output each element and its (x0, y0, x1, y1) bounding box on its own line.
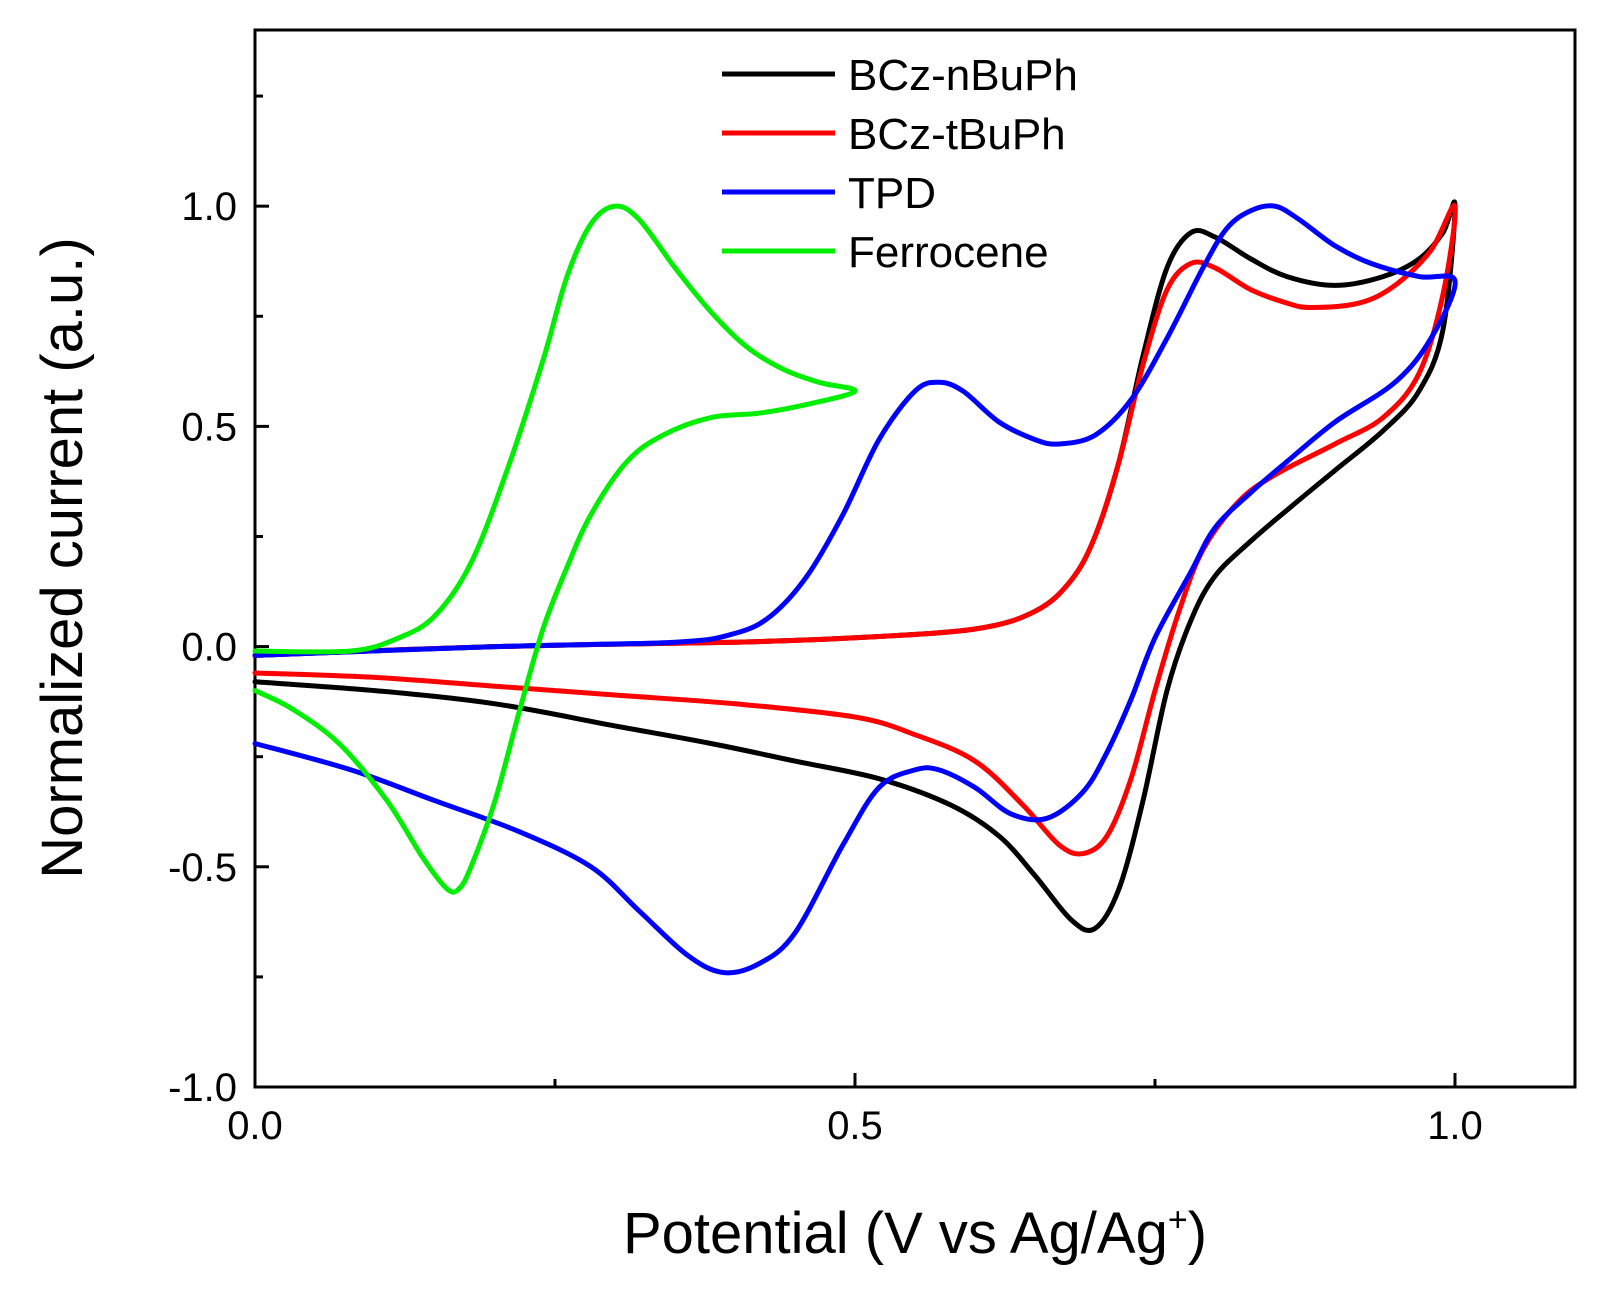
y-tick-label: 0.5 (181, 405, 237, 449)
legend-label-bcz-tbuph: BCz-tBuPh (848, 110, 1066, 159)
y-tick-label: 1.0 (181, 185, 237, 229)
x-axis-title-main: Potential (V vs Ag/Ag (623, 1201, 1168, 1266)
x-axis-title-close: ) (1188, 1201, 1207, 1266)
axis-ticks: 0.0 0.5 1.0 -1.0 -0.5 0.0 0.5 1.0 (168, 94, 1483, 1148)
series-line-ferrocene (252, 203, 858, 895)
x-axis-title-superscript: + (1168, 1201, 1188, 1239)
series-curves (252, 199, 1458, 976)
y-tick-label: -1.0 (168, 1066, 237, 1110)
legend-label-tpd: TPD (848, 169, 936, 218)
series-line-bcz-tbuph (252, 202, 1458, 857)
x-tick-label: 0.0 (227, 1104, 283, 1148)
plot-frame (253, 28, 1577, 1089)
legend-label-bcz-nbuph: BCz-nBuPh (848, 51, 1078, 100)
x-axis-title: Potential (V vs Ag/Ag+) (623, 1201, 1207, 1266)
x-tick-label: 0.5 (827, 1104, 883, 1148)
y-tick-label: 0.0 (181, 626, 237, 670)
x-tick-label: 1.0 (1427, 1104, 1483, 1148)
y-tick-label: -0.5 (168, 846, 237, 890)
legend: BCz-nBuPh BCz-tBuPh TPD Ferrocene (722, 51, 1078, 277)
legend-label-ferrocene: Ferrocene (848, 228, 1049, 277)
series-line-tpd (252, 203, 1458, 976)
y-axis-title: Normalized current (a.u.) (30, 237, 95, 878)
